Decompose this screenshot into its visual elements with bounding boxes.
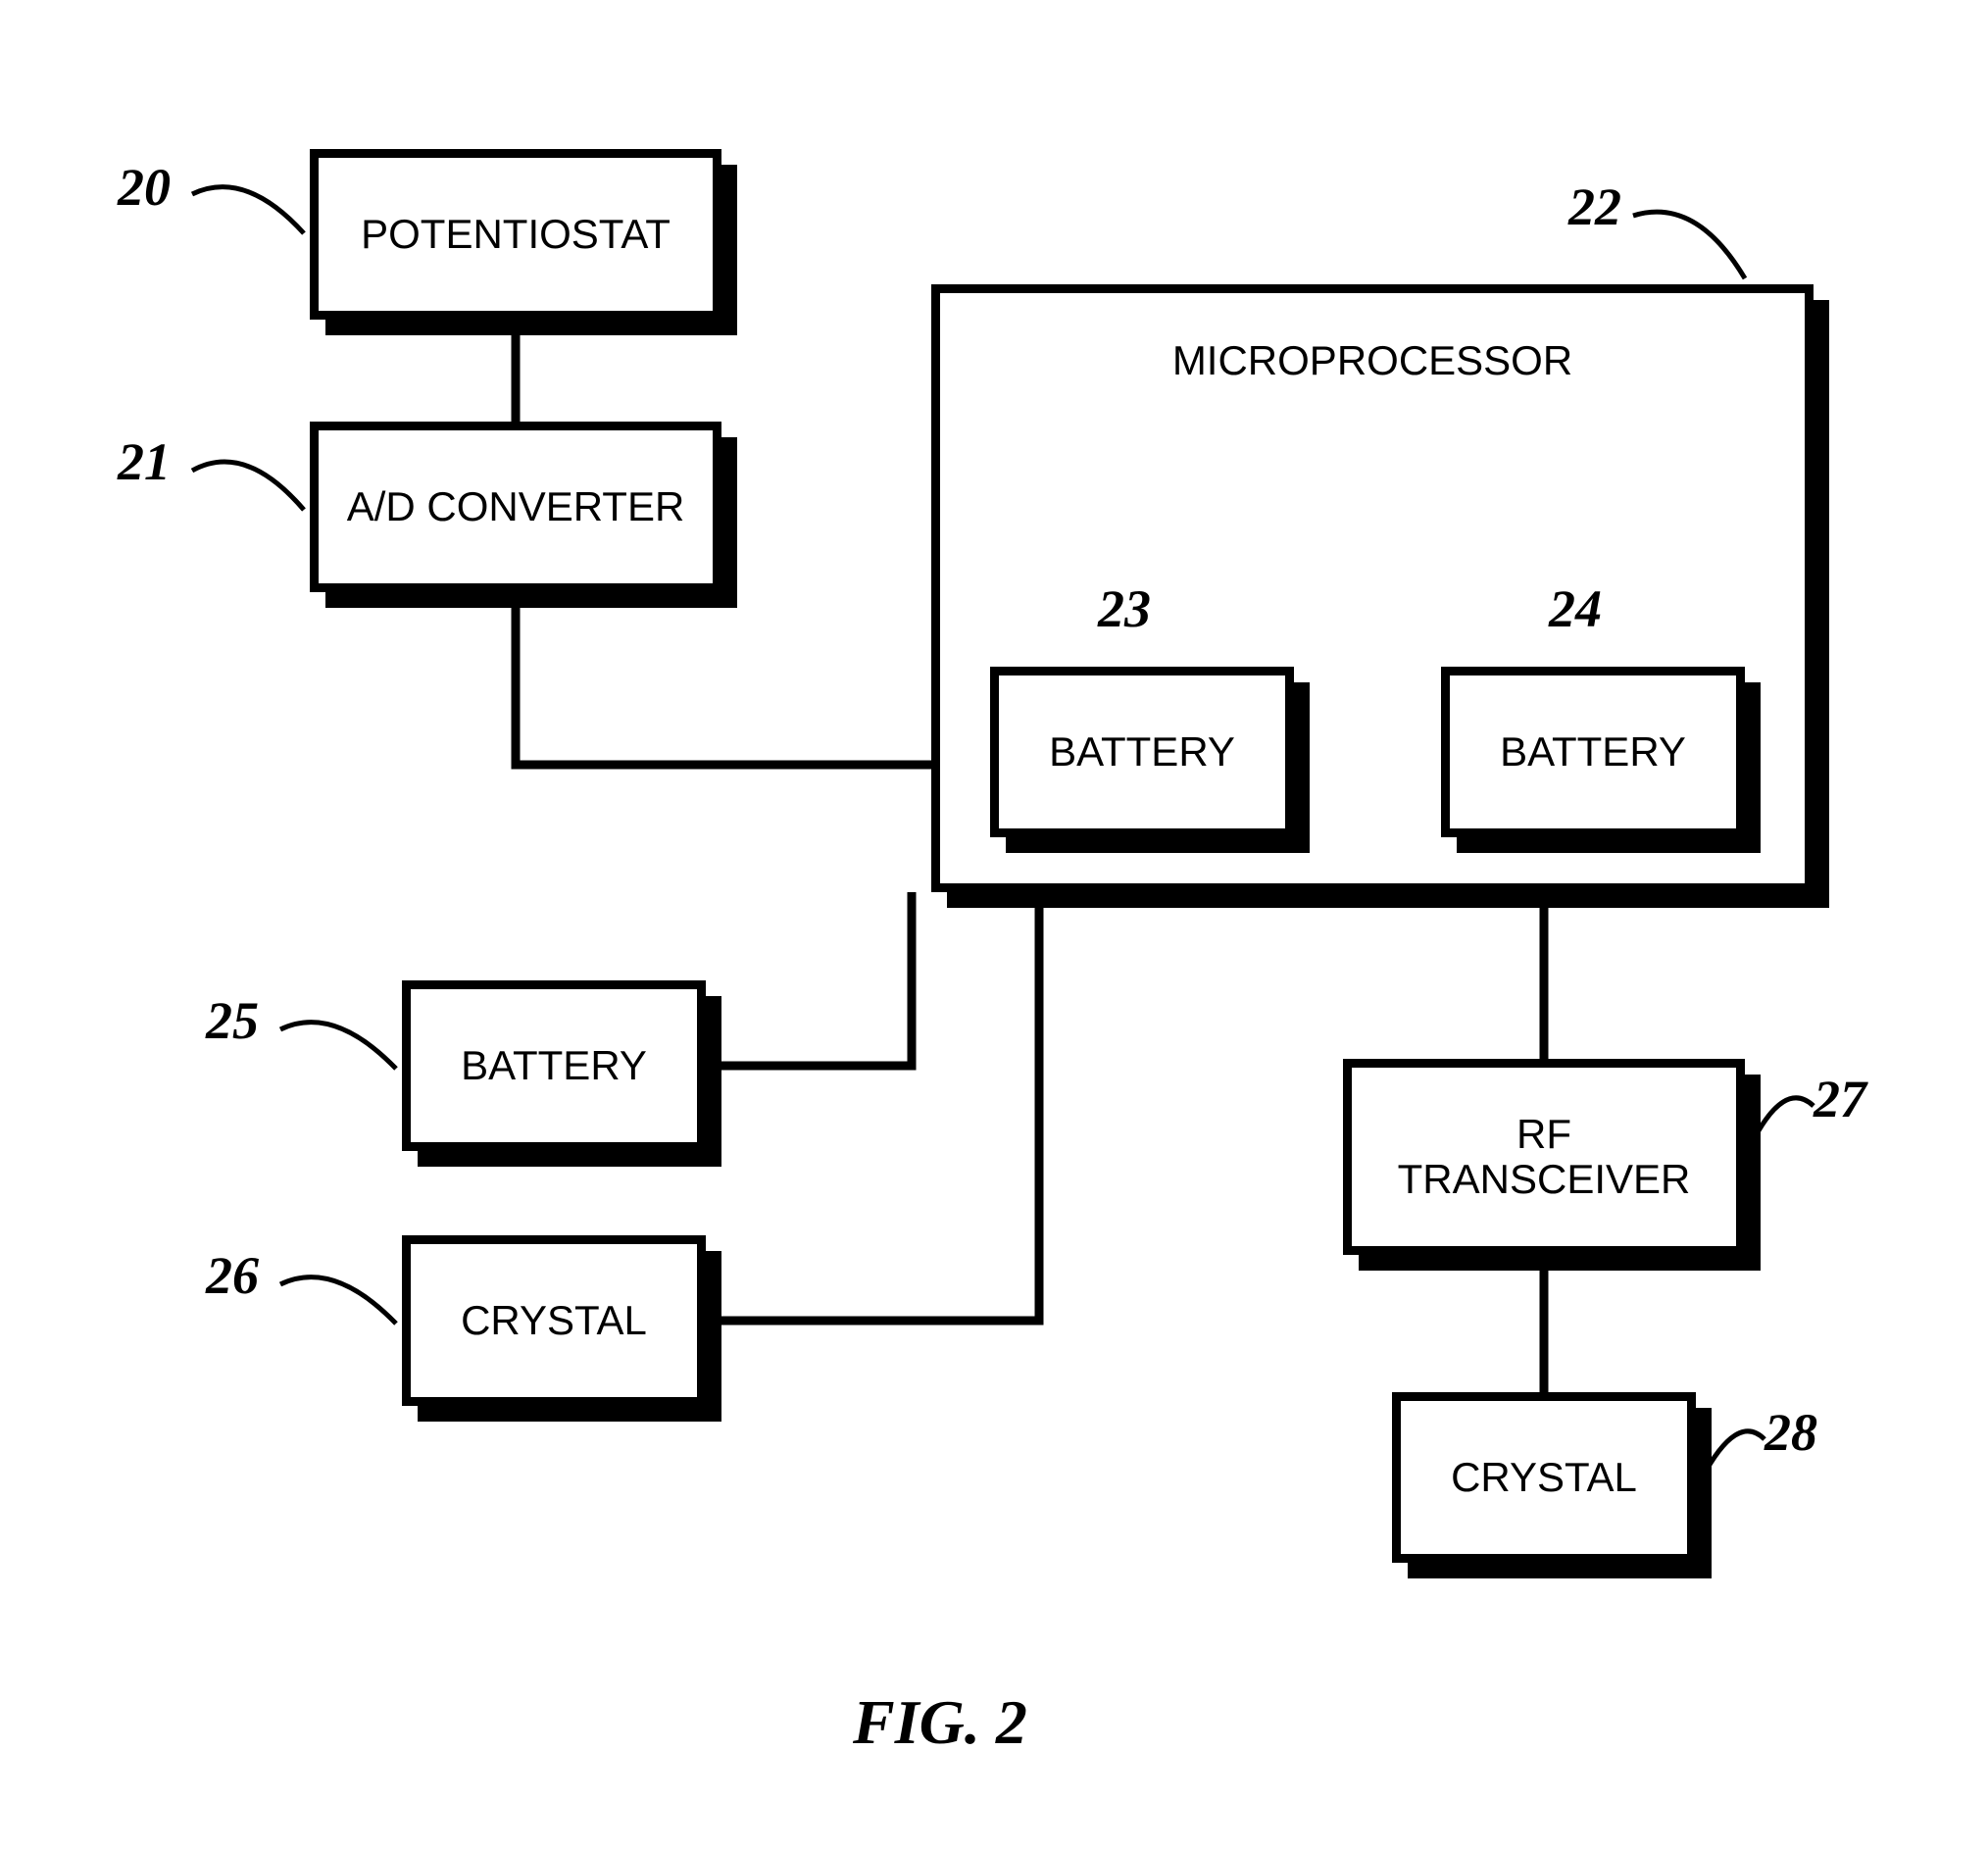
ref-22: 22 [1568,176,1621,237]
ref-28: 28 [1764,1402,1817,1463]
battery23-block: BATTERY [990,667,1294,837]
microprocessor-label: MICROPROCESSOR [940,338,1805,383]
ref-26: 26 [206,1245,259,1306]
ad_converter-block: A/D CONVERTER [310,422,721,592]
ref-21: 21 [118,431,171,492]
ref-23: 23 [1098,578,1151,639]
battery24-block: BATTERY [1441,667,1745,837]
figure-caption: FIG. 2 [853,1686,1027,1759]
ref-27: 27 [1814,1069,1866,1129]
crystal28-block: CRYSTAL [1392,1392,1696,1563]
diagram-stage: FIG. 2 MICROPROCESSOR POTENTIOSTAT A/D CON… [0,0,1988,1851]
battery25-block: BATTERY [402,980,706,1151]
crystal26-block: CRYSTAL [402,1235,706,1406]
potentiostat-block: POTENTIOSTAT [310,149,721,320]
ref-24: 24 [1549,578,1602,639]
rf-block: RF TRANSCEIVER [1343,1059,1745,1255]
ref-25: 25 [206,990,259,1051]
ref-20: 20 [118,157,171,218]
